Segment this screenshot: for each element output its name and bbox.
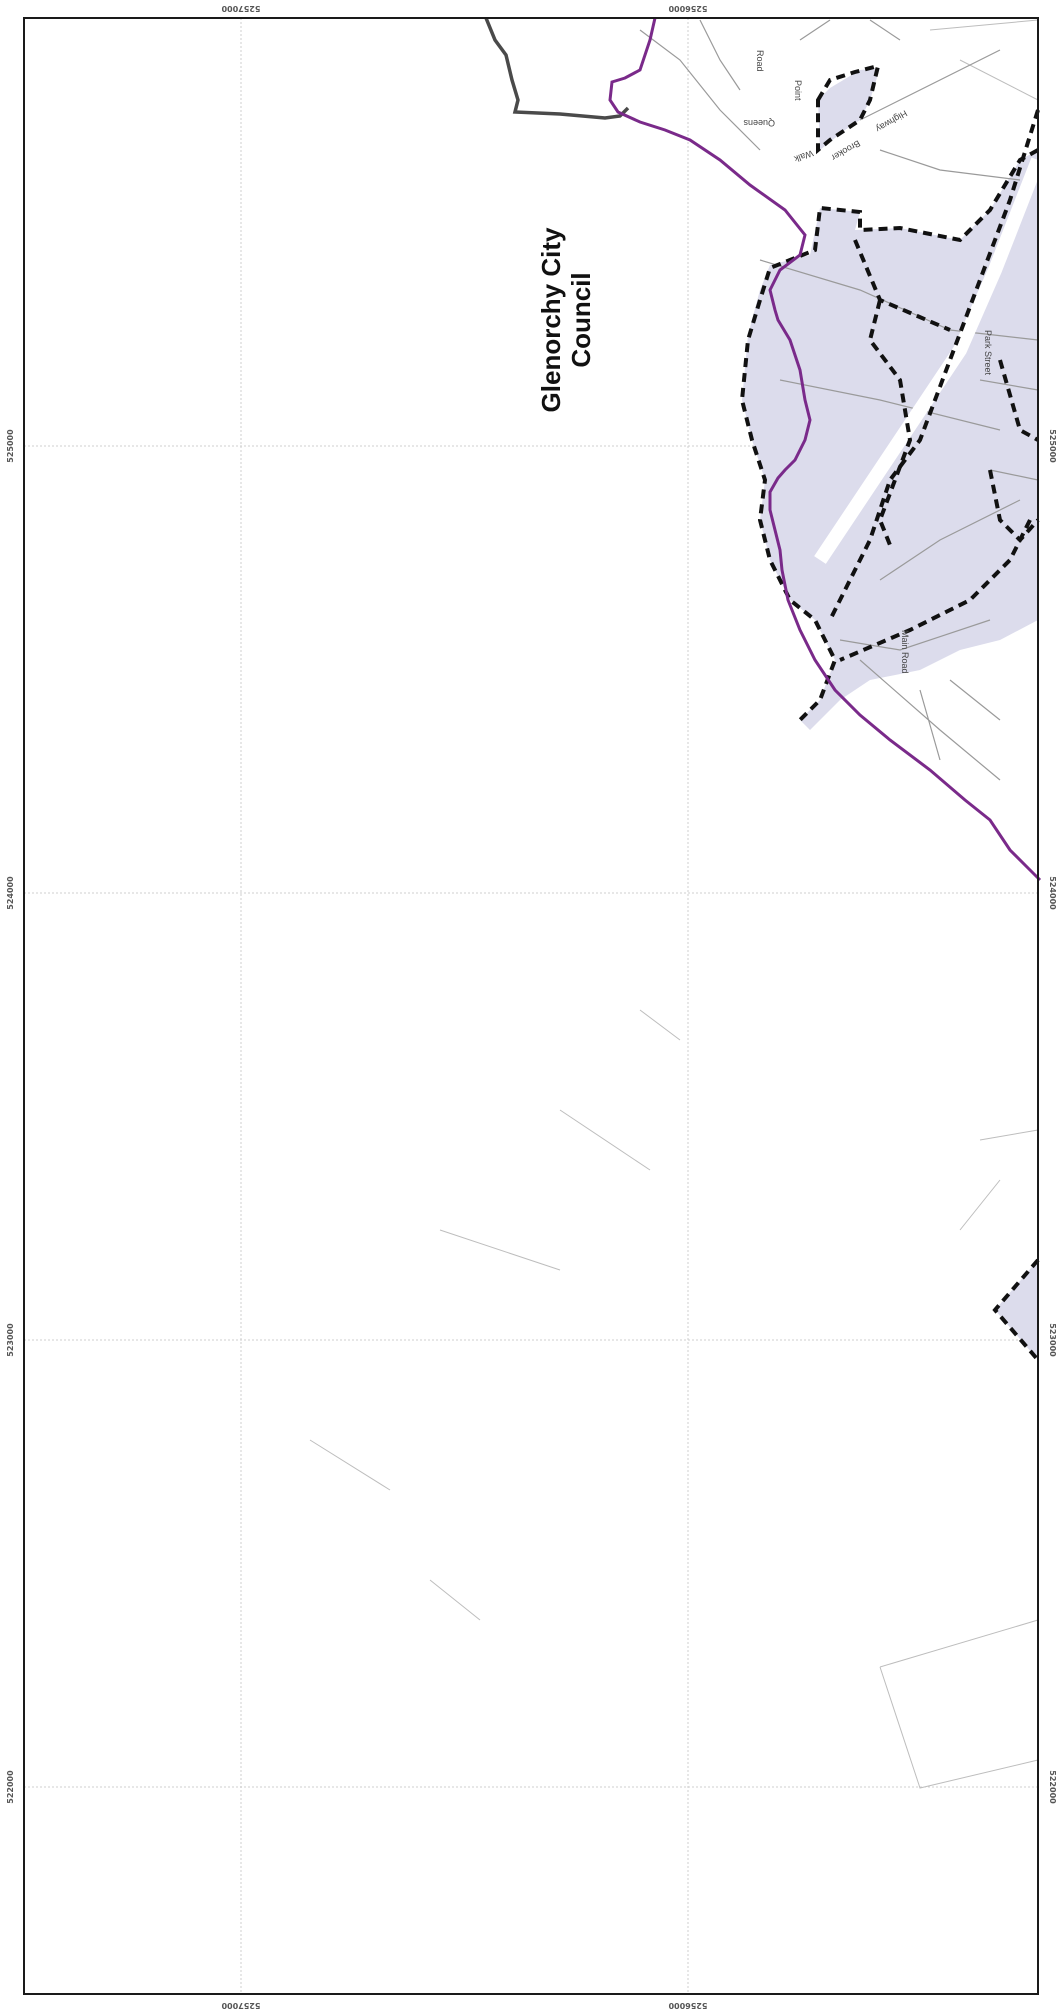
district-area [742, 68, 1038, 1360]
map-frame [23, 17, 1039, 1995]
road-label-point: Point [793, 80, 803, 101]
coord-bottom-mid: 5256000 [668, 2001, 707, 2010]
council-label: Glenorchy City Council [536, 227, 596, 412]
dashed-boundary-north [816, 63, 881, 155]
coord-left-3: 523000 [6, 1323, 15, 1357]
road-network [639, 19, 1039, 781]
dashed-boundary-inner1 [853, 239, 951, 546]
dark-boundary [484, 17, 630, 120]
coord-bottom-left: 5257000 [221, 2001, 260, 2010]
council-label-line2: Council [566, 272, 596, 367]
grid-lines [24, 18, 1038, 1994]
coord-top-mid: 5256000 [668, 4, 707, 13]
coord-right-4: 522000 [1048, 1770, 1057, 1804]
coord-left-2: 524000 [6, 876, 15, 910]
road-label-main-road: Main Road [900, 630, 910, 674]
road-label-road: Road [755, 50, 765, 72]
coord-left-4: 522000 [6, 1770, 15, 1804]
council-label-line1: Glenorchy City [536, 227, 566, 412]
highway-corridor [814, 157, 1045, 564]
district-polygon-mid [995, 1260, 1038, 1360]
dashed-boundaries [739, 63, 1040, 1362]
parcel-lines [309, 19, 1039, 1789]
district-polygon-main [742, 150, 1038, 730]
coord-right-3: 523000 [1048, 1323, 1057, 1357]
road-label-park-street: Park Street [983, 330, 993, 376]
council-boundary-line [608, 17, 1042, 882]
coord-top-left: 5257000 [221, 4, 260, 13]
dashed-boundary-inner2 [828, 109, 1040, 621]
coord-right-1: 525000 [1048, 429, 1057, 463]
district-polygon-north [818, 68, 880, 150]
road-label-queens: Queens [743, 118, 775, 128]
dashed-boundary-mid [992, 1258, 1040, 1362]
dashed-boundary-main [739, 148, 1039, 722]
coord-left-1: 525000 [6, 429, 15, 463]
coord-right-2: 524000 [1048, 876, 1057, 910]
dashed-boundary-inner3 [839, 359, 1040, 662]
